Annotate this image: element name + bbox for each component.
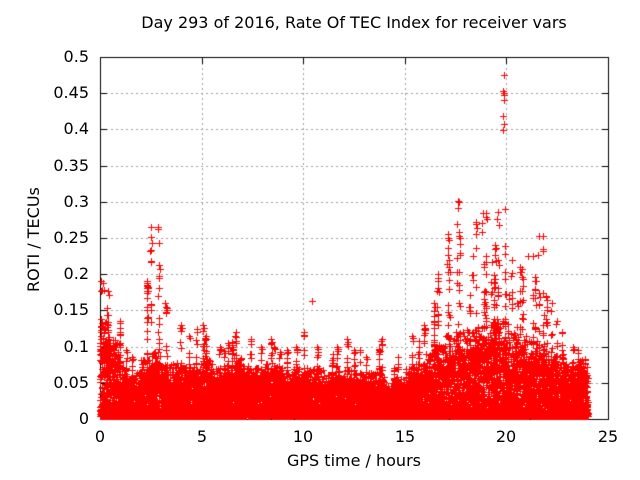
- y-tick-label: 0.3: [63, 192, 89, 211]
- y-tick-label: 0: [78, 409, 89, 428]
- x-tick-label: 0: [94, 427, 106, 446]
- y-tick-label: 0.2: [63, 264, 89, 283]
- y-tick-label: 0.4: [63, 119, 89, 138]
- x-tick-label: 25: [597, 427, 619, 446]
- y-tick-label: 0.15: [53, 300, 89, 319]
- y-tick-label: 0.35: [53, 156, 89, 175]
- y-tick-label: 0.05: [53, 373, 89, 392]
- x-tick-label: 5: [196, 427, 208, 446]
- x-tick-label: 15: [394, 427, 416, 446]
- y-tick-label: 0.1: [63, 337, 89, 356]
- y-tick-label: 0.5: [63, 47, 89, 66]
- x-axis-label: GPS time / hours: [287, 451, 421, 470]
- y-tick-label: 0.45: [53, 83, 89, 102]
- x-tick-label: 20: [495, 427, 517, 446]
- chart-title: Day 293 of 2016, Rate Of TEC Index for r…: [141, 13, 567, 32]
- y-tick-label: 0.25: [53, 228, 89, 247]
- x-tick-label: 10: [292, 427, 314, 446]
